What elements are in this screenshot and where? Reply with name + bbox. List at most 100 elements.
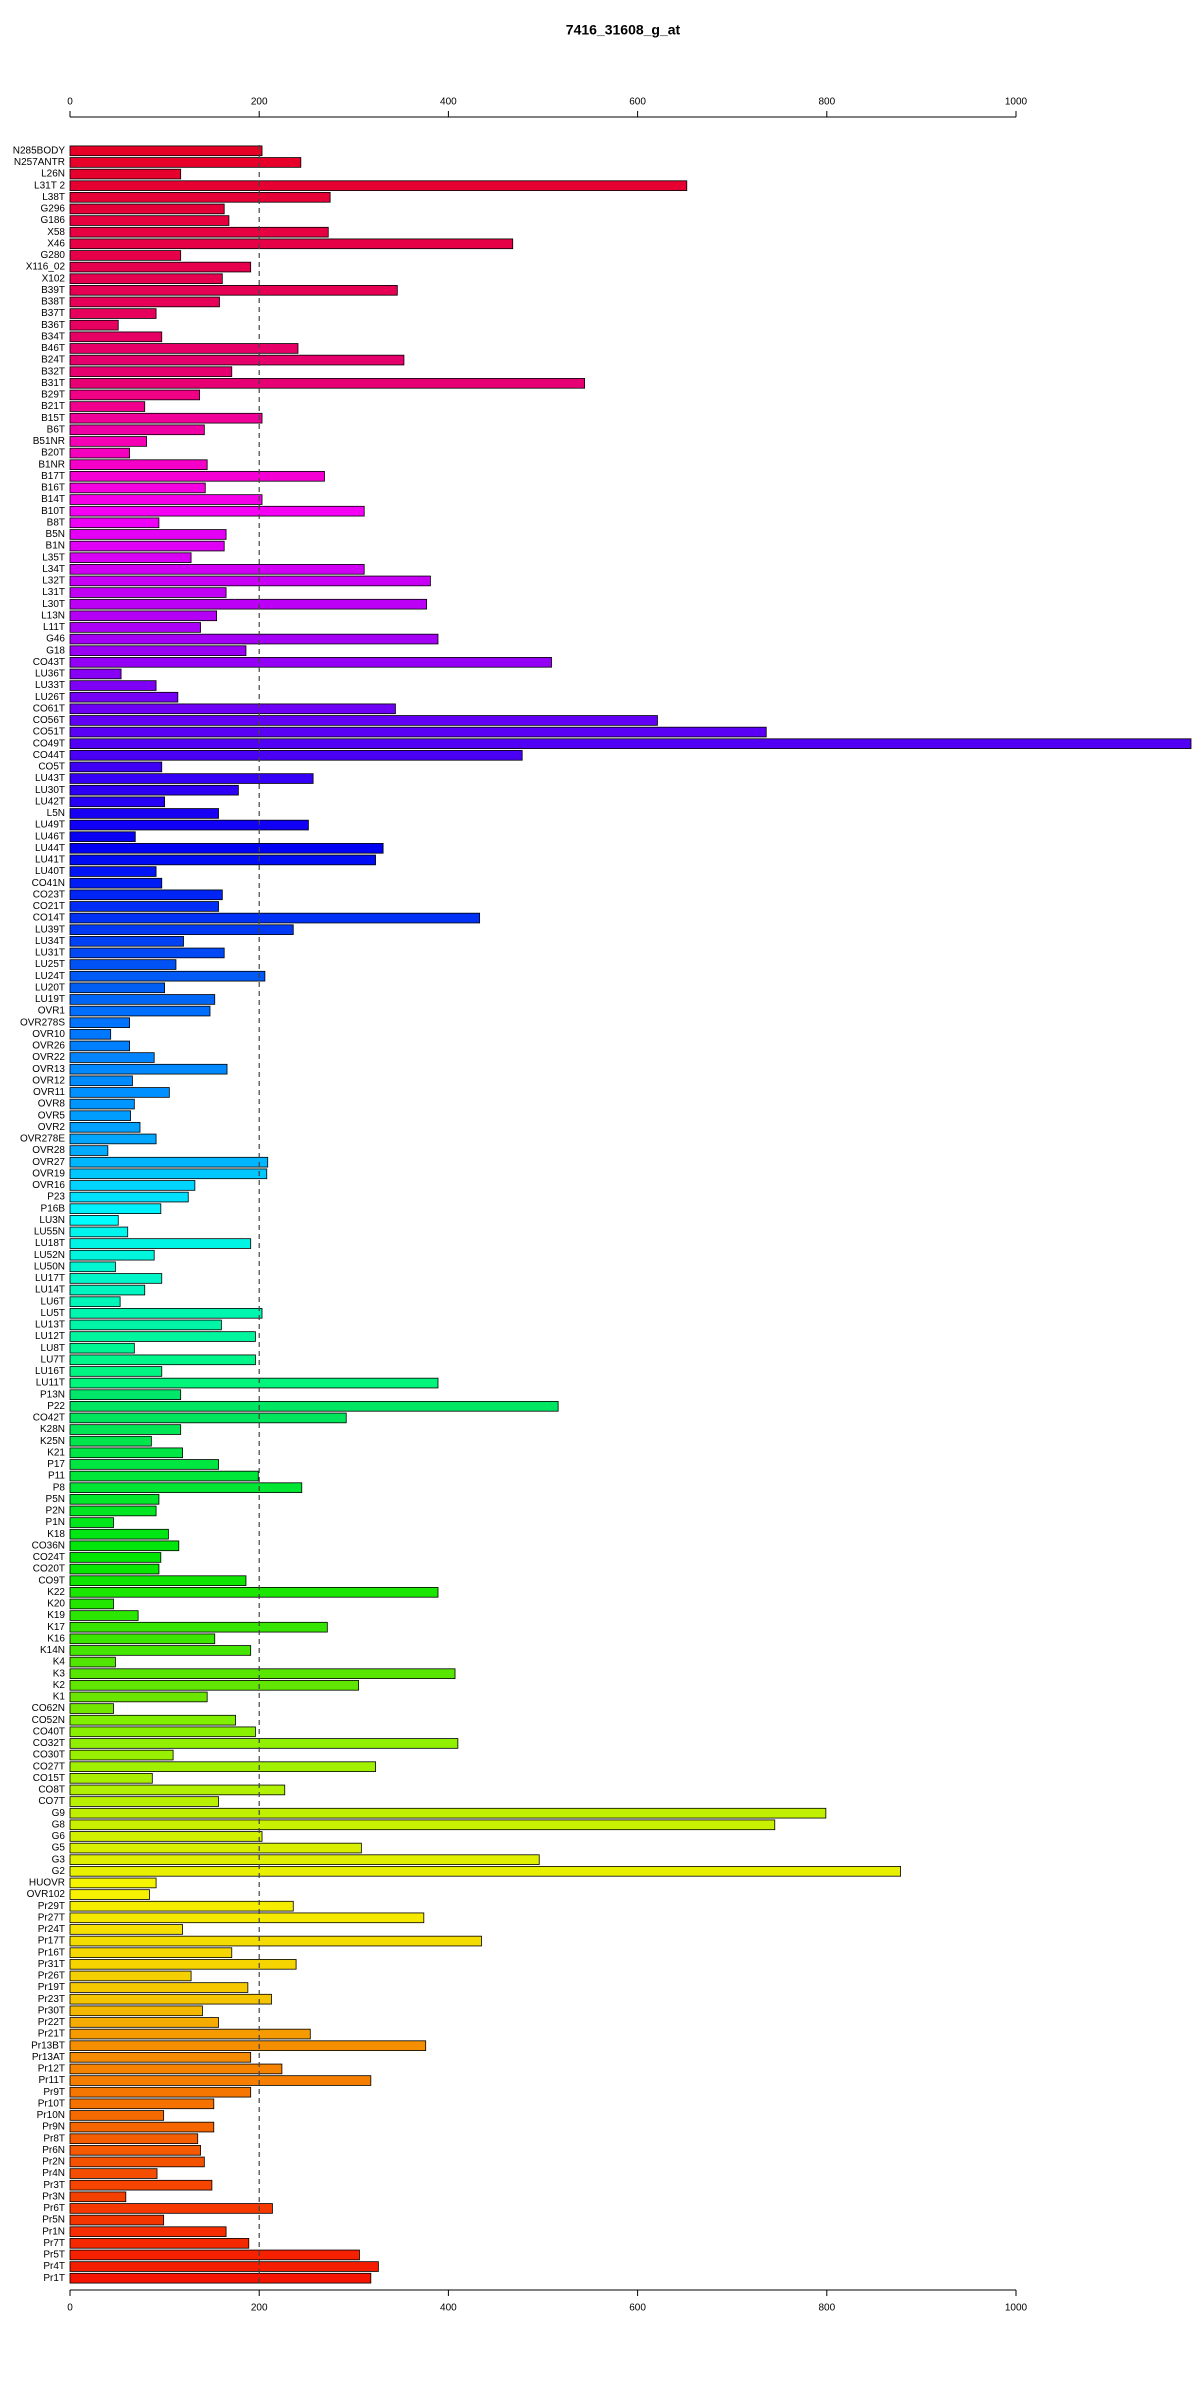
y-tick-label: LU5T (41, 1308, 65, 1319)
y-tick-label: LU26T (35, 692, 65, 703)
bar (69, 1796, 219, 1807)
bar (69, 2168, 158, 2179)
bar (69, 1691, 208, 1703)
x-tick-label: 1000 (1005, 97, 1028, 108)
y-tick-label: B21T (41, 401, 65, 412)
bar (69, 1970, 192, 1982)
bar (69, 994, 216, 1005)
y-tick-label: CO20T (33, 1564, 65, 1575)
bar (69, 2249, 360, 2261)
y-tick-label: P17 (47, 1459, 65, 1470)
bar (69, 1470, 259, 1482)
y-tick-label: CO30T (33, 1750, 65, 1761)
bar (69, 866, 157, 877)
y-tick-label: LU52N (34, 1250, 65, 1261)
y-tick-label: LU43T (35, 773, 65, 784)
y-tick-label: K22 (47, 1587, 65, 1598)
y-tick-label: CO56T (33, 715, 65, 726)
y-tick-label: Pr9T (43, 2087, 65, 2098)
bar (69, 1494, 160, 1505)
y-tick-label: B16T (41, 483, 65, 494)
bar (69, 1645, 252, 1656)
y-tick-label: N285BODY (13, 145, 66, 156)
y-tick-label: B1NR (38, 459, 65, 470)
y-tick-label: K19 (47, 1610, 65, 1621)
y-tick-label: B14T (41, 494, 65, 505)
bar (69, 1133, 157, 1145)
y-tick-label: K21 (47, 1447, 65, 1458)
y-tick-label: CO41N (32, 878, 65, 889)
y-tick-label: B32T (41, 366, 65, 377)
bar (69, 354, 405, 366)
y-tick-label: LU17T (35, 1273, 65, 1284)
bar (69, 2133, 199, 2144)
bar (69, 587, 227, 598)
bar (69, 436, 148, 447)
y-tick-label: Pr13AT (32, 2052, 65, 2063)
y-tick-label: Pr5N (42, 2215, 65, 2226)
bar (69, 1191, 189, 1203)
bar (69, 238, 514, 250)
y-tick-label: G46 (46, 634, 65, 645)
bar (69, 1354, 256, 1366)
y-tick-label: K1 (53, 1692, 66, 1703)
bar (69, 1331, 256, 1342)
bar (69, 982, 165, 994)
y-tick-label: LU40T (35, 866, 65, 877)
bar (69, 226, 329, 238)
bar (69, 703, 396, 715)
bar (69, 854, 376, 866)
y-tick-label: P8 (53, 1482, 66, 1493)
y-tick-label: K18 (47, 1529, 65, 1540)
y-tick-label: CO36N (32, 1540, 65, 1551)
y-tick-label: P2N (46, 1506, 65, 1517)
bar (69, 1947, 233, 1958)
y-tick-label: CO51T (33, 727, 65, 738)
bar (69, 1761, 376, 1772)
y-tick-label: OVR12 (32, 1075, 65, 1086)
bar (69, 2086, 252, 2098)
x-tick-label: 200 (251, 97, 268, 108)
y-tick-label: N257ANTR (14, 157, 65, 168)
bar (69, 1575, 247, 1586)
bar (69, 180, 688, 191)
y-tick-label: K2 (53, 1680, 66, 1691)
y-tick-label: LU20T (35, 982, 65, 993)
y-tick-label: P5N (46, 1494, 65, 1505)
y-tick-label: LU34T (35, 936, 65, 947)
y-tick-label: OVR28 (32, 1145, 65, 1156)
x-tick-label: 600 (629, 2303, 646, 2314)
y-tick-label: Pr8T (43, 2133, 65, 2144)
bar (69, 1749, 174, 1761)
y-tick-label: OVR1 (38, 1006, 66, 1017)
bar (69, 296, 220, 308)
x-tick-label: 1000 (1005, 2303, 1028, 2314)
bar (69, 2261, 379, 2272)
bar (69, 2272, 372, 2284)
bar (69, 1377, 439, 1389)
bar (69, 1366, 163, 1377)
bar (69, 1540, 180, 1552)
bar (69, 819, 309, 831)
bar (69, 1029, 112, 1040)
y-tick-label: P13N (40, 1389, 65, 1400)
bar (69, 668, 122, 680)
bar (69, 505, 365, 517)
bar (69, 691, 179, 703)
y-tick-label: CO44T (33, 750, 65, 761)
bar (69, 598, 428, 610)
bar (69, 1180, 196, 1191)
y-tick-label: B34T (41, 331, 65, 342)
y-tick-label: CO14T (33, 913, 65, 924)
y-tick-label: B5N (46, 529, 65, 540)
bar (69, 657, 552, 668)
y-tick-label: OVR8 (38, 1099, 66, 1110)
bar (69, 1087, 170, 1098)
bar (69, 1819, 776, 1831)
y-tick-label: CO62N (32, 1703, 65, 1714)
y-tick-label: P1N (46, 1517, 65, 1528)
y-tick-label: K25N (40, 1436, 65, 1447)
y-tick-label: X116_02 (26, 262, 66, 273)
y-tick-label: OVR27 (32, 1157, 65, 1168)
y-tick-label: LU14T (35, 1285, 65, 1296)
